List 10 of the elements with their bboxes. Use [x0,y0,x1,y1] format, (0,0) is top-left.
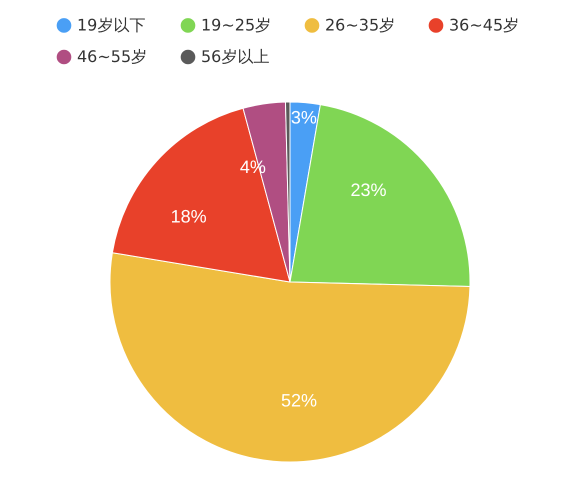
data-label: 52% [281,390,318,411]
legend-label: 36~45岁 [449,15,520,34]
legend-label: 56岁以上 [201,47,270,66]
data-label: 23% [350,180,387,200]
legend-label: 19岁以下 [77,15,146,34]
legend-label: 19~25岁 [201,15,272,34]
data-label: 18% [170,206,207,227]
legend-label: 46~55岁 [77,47,148,66]
data-label: 3% [290,108,317,128]
legend-label: 26~35岁 [325,15,396,34]
